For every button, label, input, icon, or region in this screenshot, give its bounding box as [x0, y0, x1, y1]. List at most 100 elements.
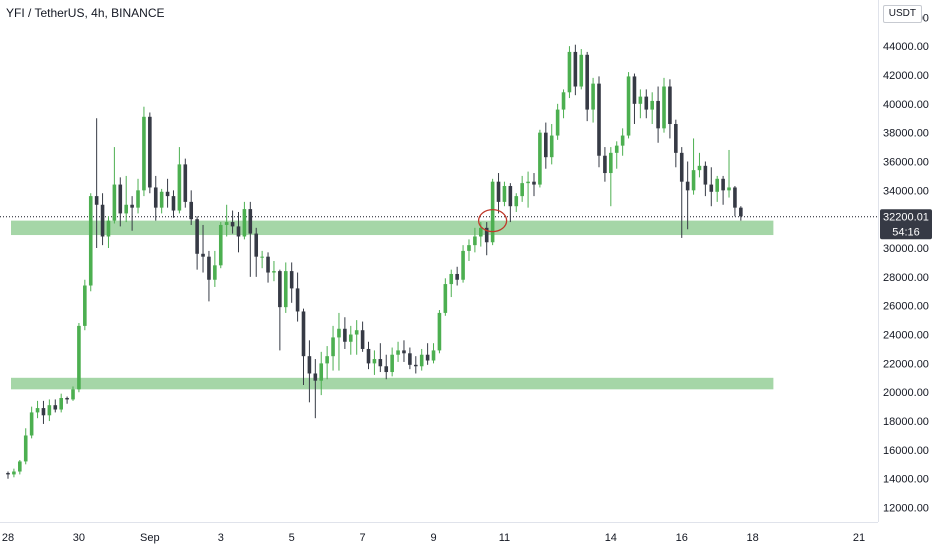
candle: [325, 346, 329, 380]
candle-body: [272, 271, 276, 273]
candle-body: [266, 256, 270, 273]
y-tick-label: 36000.00: [883, 157, 929, 169]
candle: [366, 341, 371, 370]
candle: [579, 49, 584, 90]
candle-body: [650, 100, 654, 110]
candle-body: [697, 165, 702, 171]
candle-body: [727, 187, 731, 191]
annotation-circle[interactable]: [477, 208, 508, 233]
candle: [502, 181, 507, 207]
candle-body: [295, 288, 300, 312]
candle-body: [408, 353, 412, 365]
candle-body: [153, 187, 158, 208]
candle: [354, 320, 359, 355]
candle: [384, 354, 389, 380]
candle-body: [402, 350, 406, 354]
candle-body: [549, 135, 554, 158]
y-tick-label: 40000.00: [883, 99, 929, 111]
candle: [532, 173, 536, 197]
candle: [272, 261, 276, 282]
candle: [715, 175, 719, 202]
y-tick-label: 34000.00: [883, 185, 929, 197]
candle-body: [626, 76, 631, 136]
candle-body: [603, 155, 607, 174]
y-tick-label: 44000.00: [883, 41, 929, 53]
x-tick-label: 16: [676, 532, 688, 544]
candle-body: [372, 359, 377, 364]
candle-body: [662, 86, 666, 129]
candle: [662, 77, 666, 133]
candle-body: [148, 116, 152, 188]
support-zone-0[interactable]: [11, 220, 774, 236]
candle-body: [638, 96, 643, 104]
candle: [218, 222, 223, 269]
candle: [431, 343, 436, 364]
candle-body: [171, 196, 176, 211]
candle: [289, 262, 294, 303]
candle: [679, 147, 684, 238]
candle: [508, 183, 513, 223]
candle: [721, 175, 725, 205]
candle-body: [183, 164, 188, 202]
price-tag-background: [880, 209, 932, 240]
candle-body: [106, 220, 111, 237]
currency-button[interactable]: USDT: [882, 5, 922, 23]
candle: [620, 128, 625, 156]
candle-body: [520, 183, 524, 197]
candle-body: [319, 363, 324, 381]
candle: [591, 77, 595, 123]
candle-body: [437, 312, 442, 351]
candle-body: [159, 191, 164, 208]
candle-body: [443, 284, 448, 313]
candle: [153, 175, 158, 221]
candle-body: [77, 325, 81, 390]
candle: [207, 250, 211, 302]
candle-body: [65, 397, 69, 400]
candle: [301, 308, 306, 386]
candle: [18, 459, 22, 475]
candle: [47, 399, 52, 422]
y-tick-label: 18000.00: [883, 416, 929, 428]
price-tag-value: 32200.01: [883, 211, 929, 223]
candle: [733, 186, 737, 217]
candle-body: [467, 245, 471, 251]
plot-background: [0, 0, 878, 522]
candle-body: [384, 366, 389, 373]
price-axis[interactable]: 12000.00 14000.00 16000.00 18000.00 20000.00…: [883, 12, 929, 514]
candle: [195, 216, 199, 270]
y-tick-label: 20000.00: [883, 387, 929, 399]
candle-body: [278, 271, 282, 308]
x-tick-label: 11: [499, 532, 510, 544]
candle-body: [29, 412, 34, 436]
candle: [159, 188, 164, 214]
support-zone-1[interactable]: [11, 377, 774, 390]
candle-body: [691, 170, 696, 191]
y-tick-label: 38000.00: [883, 128, 929, 140]
candle: [242, 201, 247, 240]
candle: [35, 400, 40, 419]
candle: [638, 89, 643, 119]
candle-body: [579, 54, 584, 87]
candle-body: [739, 207, 743, 217]
candle: [419, 348, 424, 371]
candle: [626, 72, 631, 139]
symbol-header[interactable]: YFI / TetherUS, 4h, BINANCE: [6, 6, 165, 20]
candle: [41, 400, 46, 424]
candle-body: [12, 471, 16, 475]
y-tick-label: 12000.00: [883, 503, 929, 515]
candle: [425, 343, 430, 365]
candle: [148, 112, 152, 194]
candle-body: [189, 201, 194, 220]
candle-body: [289, 271, 294, 289]
candle-body: [59, 397, 63, 410]
x-tick-label: 18: [747, 532, 759, 544]
x-tick-label: 28: [2, 532, 14, 544]
candle-body: [591, 83, 595, 110]
candle: [12, 468, 16, 478]
candle: [614, 141, 619, 169]
y-tick-label: 14000.00: [883, 474, 929, 486]
candle: [360, 321, 365, 352]
candle: [106, 216, 111, 249]
time-axis[interactable]: 28 30 Sep 3 5 7 9 11 14 16 18 21: [2, 532, 865, 544]
